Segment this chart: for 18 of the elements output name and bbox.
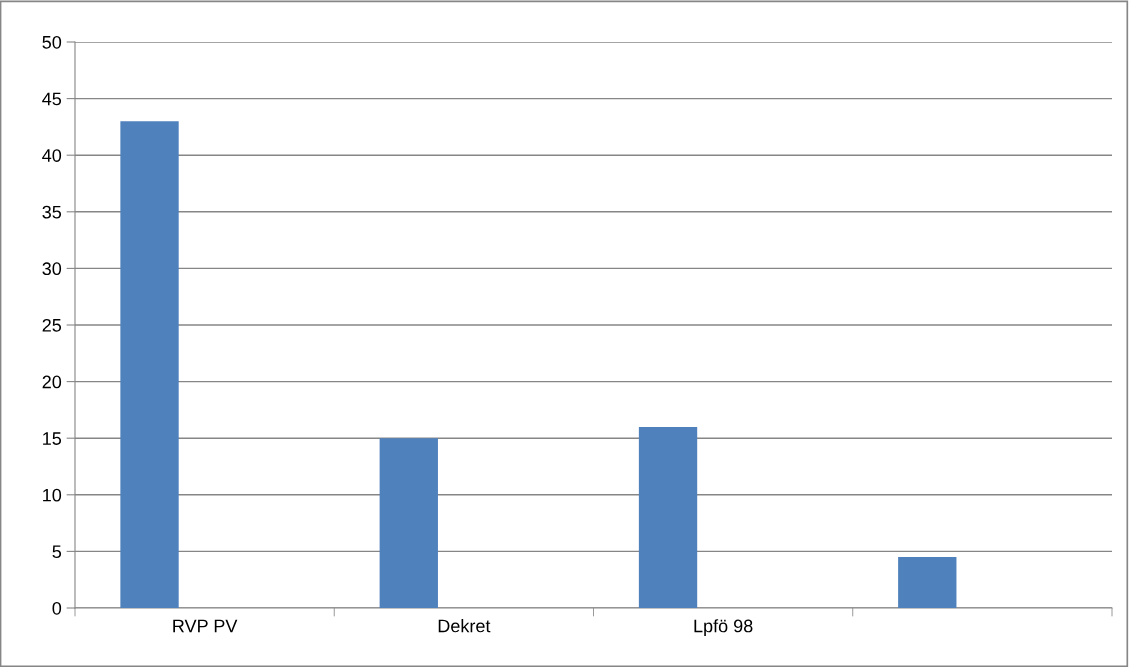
x-tick-label: RVP PV (173, 619, 238, 633)
y-tick-label: 10 (43, 488, 62, 502)
y-tick-label: 40 (42, 149, 62, 162)
bar (898, 557, 957, 608)
y-tick-label: 0 (52, 601, 62, 615)
bar (379, 438, 438, 608)
x-tick-label: Lpfö 98 (694, 619, 753, 636)
y-tick-label: 15 (43, 432, 62, 445)
y-tick-label: 50 (42, 35, 62, 49)
y-tick-label: 45 (42, 92, 62, 106)
y-tick-label: 20 (42, 375, 62, 389)
y-tick-label: 35 (42, 205, 62, 219)
y-tick-label: 5 (52, 545, 62, 559)
bar (638, 426, 698, 608)
bar (120, 121, 179, 608)
y-tick-label: 30 (42, 262, 62, 276)
x-tick-label: Dekret (438, 619, 491, 633)
y-tick-label: 25 (42, 318, 62, 332)
